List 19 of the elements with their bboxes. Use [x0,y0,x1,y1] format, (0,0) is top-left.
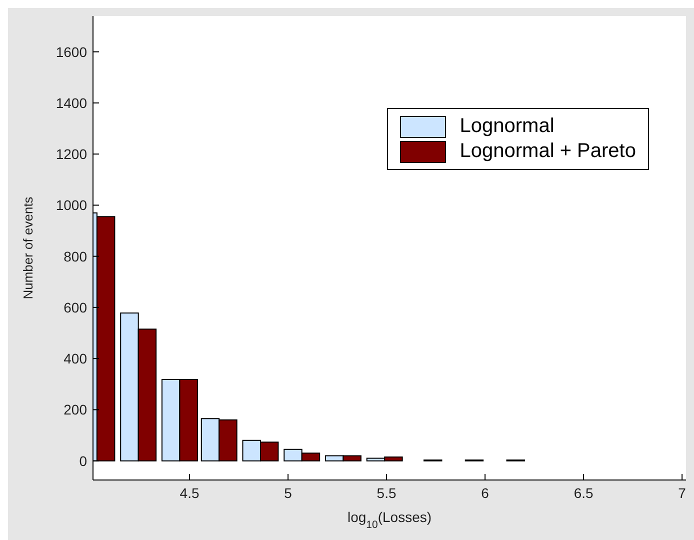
y-tick-label: 1600 [56,44,88,60]
x-tick-label: 4.5 [180,485,200,501]
x-tick-label: 5.5 [376,485,396,501]
y-tick-label: 200 [64,402,88,418]
y-tick-label: 0 [79,452,88,469]
y-axis-title: Number of events [20,196,36,300]
y-tick-label: 1400 [56,94,88,111]
y-tick-label: 1000 [56,197,88,214]
y-tick-label: 1200 [56,146,88,162]
x-tick-label: 7 [678,485,686,501]
legend-label: Lognormal [458,115,556,138]
x-axis-title: log$_{10}$(Losses) [347,509,432,531]
y-tick-label: 800 [64,248,88,264]
legend-label: Lognormal + Pareto [458,140,636,163]
y-tick-label: 600 [64,299,88,316]
x-tick-label: 5 [284,485,292,501]
x-tick-label: 6.5 [574,485,594,501]
x-tick-label: 6 [481,485,490,501]
y-tick-label: 400 [64,350,88,367]
